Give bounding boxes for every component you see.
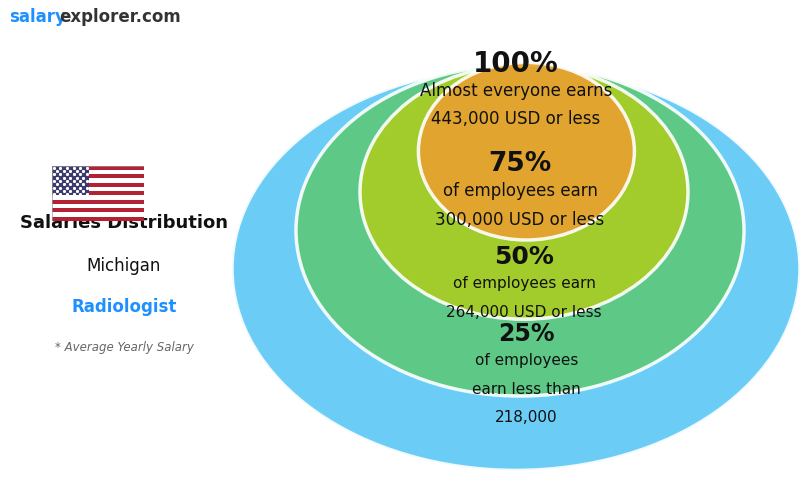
Bar xyxy=(52,187,144,191)
Text: salary: salary xyxy=(10,8,66,26)
Bar xyxy=(52,182,144,187)
Text: 443,000 USD or less: 443,000 USD or less xyxy=(431,110,601,128)
Ellipse shape xyxy=(418,62,634,240)
Text: Michigan: Michigan xyxy=(87,257,161,276)
Text: 218,000: 218,000 xyxy=(495,410,558,425)
Bar xyxy=(52,195,144,200)
Bar xyxy=(52,174,144,179)
Text: 100%: 100% xyxy=(473,50,559,78)
Text: 25%: 25% xyxy=(498,322,554,346)
Bar xyxy=(52,170,144,174)
Text: 300,000 USD or less: 300,000 USD or less xyxy=(435,211,605,229)
Text: 50%: 50% xyxy=(494,245,554,269)
Text: 264,000 USD or less: 264,000 USD or less xyxy=(446,305,602,320)
Text: Radiologist: Radiologist xyxy=(71,298,177,316)
Bar xyxy=(52,166,89,195)
Text: earn less than: earn less than xyxy=(472,382,581,396)
Bar xyxy=(52,191,144,195)
Text: of employees earn: of employees earn xyxy=(442,182,598,201)
Bar xyxy=(52,216,144,221)
Text: Almost everyone earns: Almost everyone earns xyxy=(420,82,612,99)
Text: 75%: 75% xyxy=(488,151,552,177)
Bar xyxy=(52,204,144,208)
Bar xyxy=(52,166,144,170)
Ellipse shape xyxy=(360,65,688,319)
Ellipse shape xyxy=(232,67,800,470)
Text: of employees earn: of employees earn xyxy=(453,276,595,291)
Bar xyxy=(52,212,144,216)
Bar xyxy=(52,208,144,212)
Text: Salaries Distribution: Salaries Distribution xyxy=(20,214,228,232)
Bar xyxy=(52,200,144,204)
Ellipse shape xyxy=(296,65,744,396)
Text: * Average Yearly Salary: * Average Yearly Salary xyxy=(54,341,194,355)
Text: of employees: of employees xyxy=(474,353,578,368)
Text: explorer.com: explorer.com xyxy=(59,8,181,26)
Bar xyxy=(52,179,144,182)
